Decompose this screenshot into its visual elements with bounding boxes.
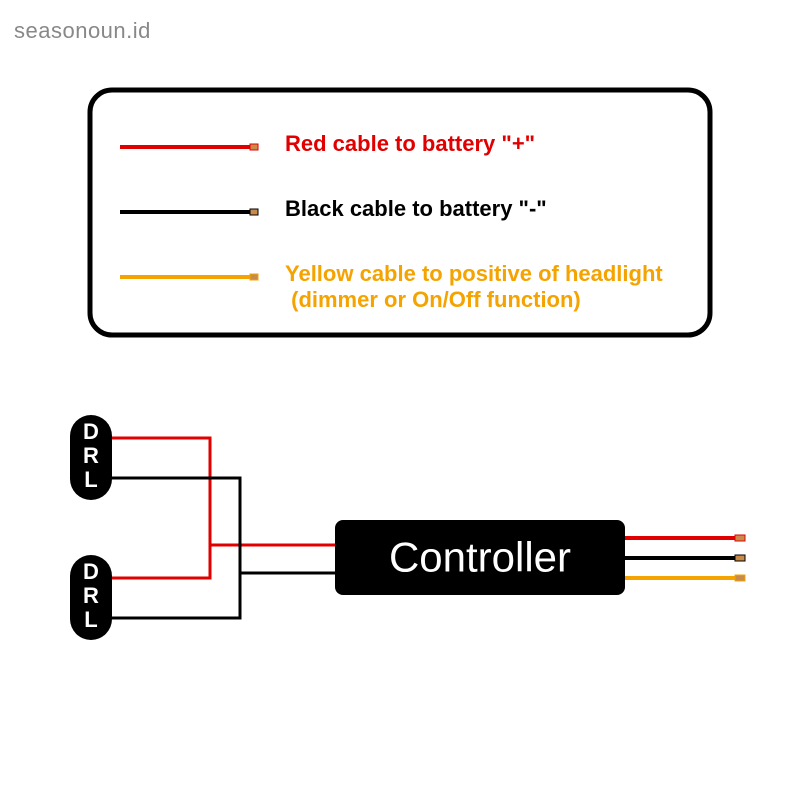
legend-cable-black (120, 210, 250, 214)
wire-left-0-red (112, 438, 335, 545)
watermark-text: seasonoun.id (14, 18, 151, 44)
wire-left-3-black (112, 573, 240, 618)
legend-cable-tip-red (250, 144, 258, 150)
drl-label-1: DRL (83, 559, 99, 632)
legend-label-red: Red cable to battery "+" (285, 131, 535, 156)
wire-left-1-black (112, 478, 335, 573)
wire-right-tip-red (735, 535, 745, 541)
drl-label-0: DRL (83, 419, 99, 492)
legend-cable-yellow (120, 275, 250, 279)
wire-left-2-red (112, 545, 210, 578)
legend-cable-tip-black (250, 209, 258, 215)
legend-cable-red (120, 145, 250, 149)
legend-cable-tip-yellow (250, 274, 258, 280)
controller-label: Controller (389, 534, 571, 581)
wire-right-tip-yellow (735, 575, 745, 581)
legend-label-black: Black cable to battery "-" (285, 196, 547, 221)
legend-label-yellow: Yellow cable to positive of headlight (d… (285, 261, 663, 312)
wire-right-tip-black (735, 555, 745, 561)
wiring-diagram: Red cable to battery "+" Black cable to b… (0, 0, 800, 800)
